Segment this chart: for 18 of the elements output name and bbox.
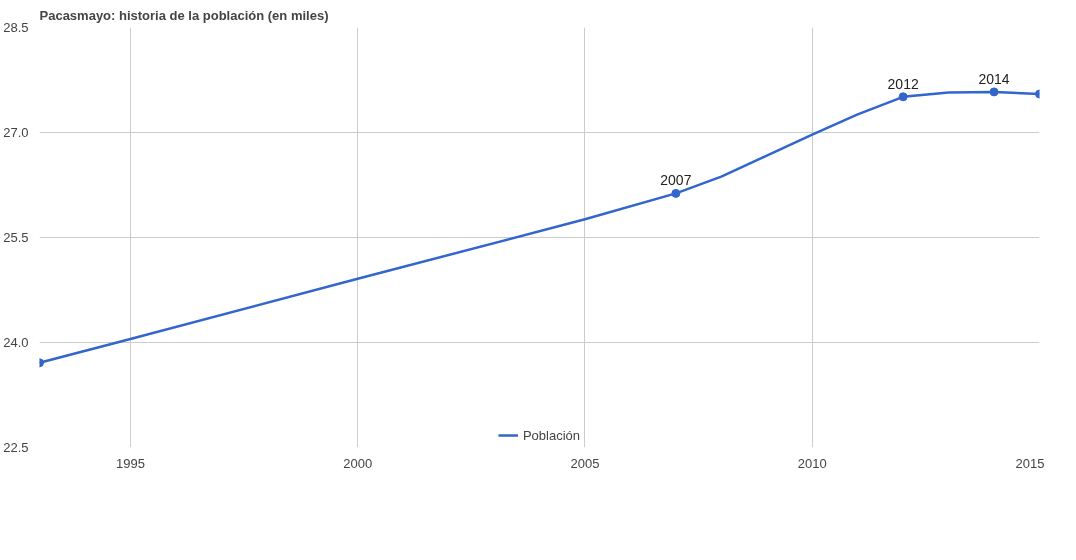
annotation: 2012 — [887, 75, 919, 92]
y-tick-label: 22.5 — [3, 440, 29, 455]
x-tick-label: 2005 — [570, 455, 600, 471]
point — [989, 87, 999, 97]
point — [898, 92, 908, 102]
legend-label: Población — [522, 427, 581, 443]
y-tick-label: 27.0 — [3, 125, 29, 140]
x-tick-label: 2015 — [1015, 455, 1045, 471]
y-tick-label: 28.5 — [3, 20, 29, 35]
x-tick-label: 2000 — [343, 455, 373, 471]
annotation: 2007 — [660, 172, 692, 189]
chart-title: Pacasmayo: historia de la población (en miles) — [39, 7, 329, 23]
x-tick-label: 2010 — [797, 455, 827, 471]
y-tick-label: 25.5 — [3, 230, 29, 245]
x-tick-label: 1995 — [115, 455, 145, 471]
y-tick-label: 24.0 — [3, 335, 29, 350]
annotation: 2014 — [978, 70, 1010, 87]
point — [671, 188, 681, 198]
